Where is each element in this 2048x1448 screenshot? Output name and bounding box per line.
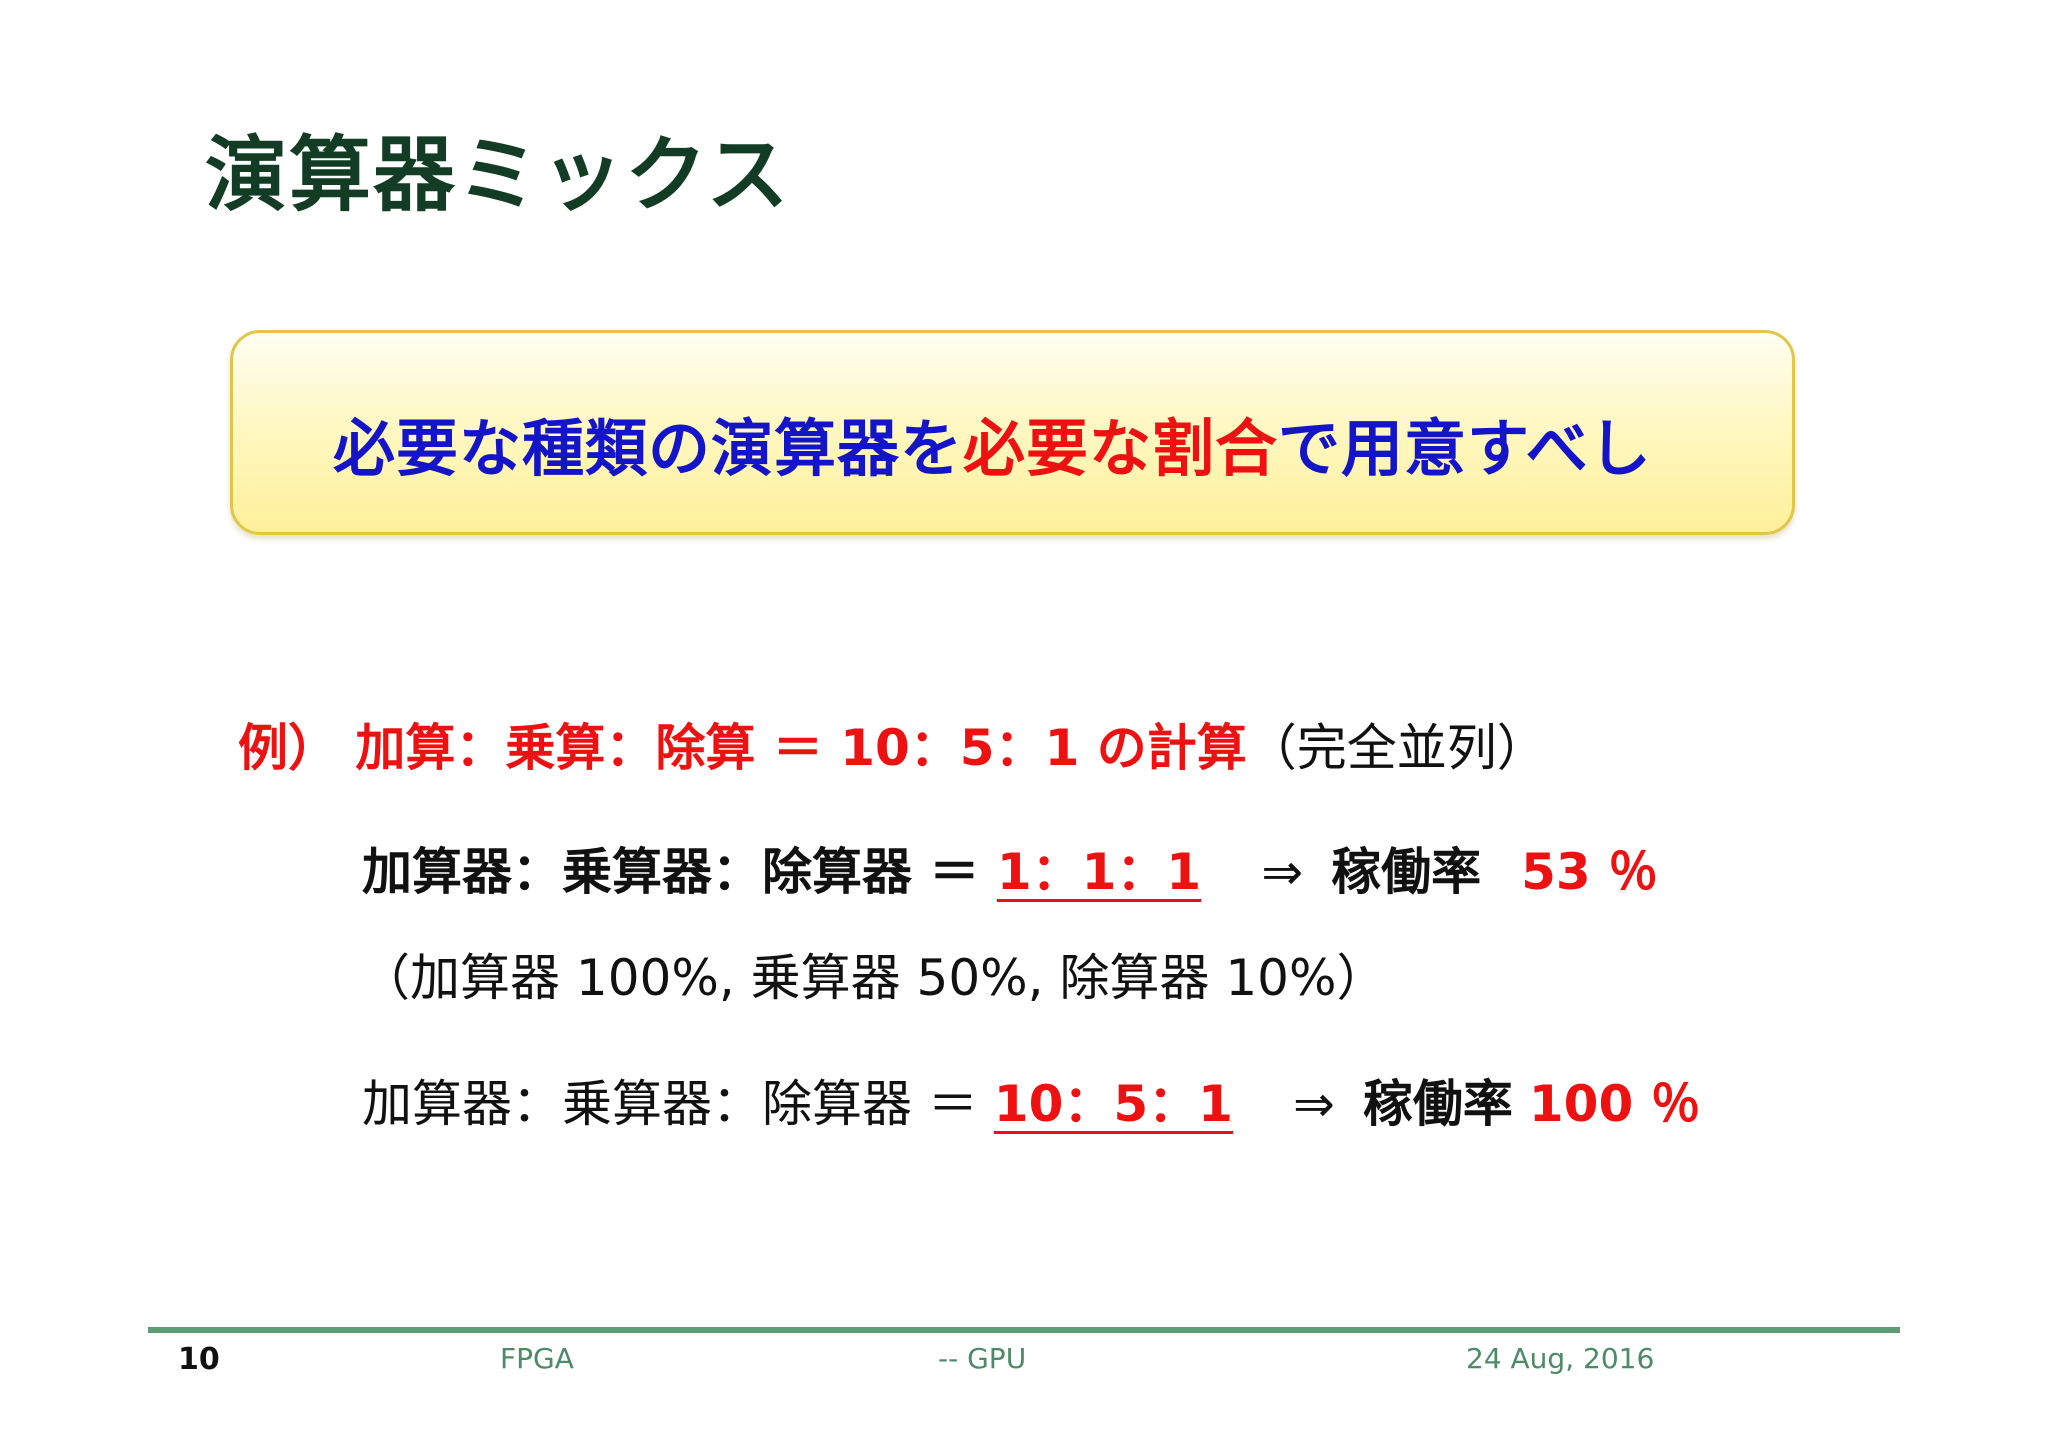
example-suffix: （完全並列） bbox=[1246, 719, 1547, 777]
config-2-rate-value: 100 ％ bbox=[1528, 1075, 1701, 1133]
config-2-rate-label: 稼働率 bbox=[1362, 1075, 1513, 1133]
config-2-label: 加算器：乗算器：除算器 ＝ bbox=[362, 1075, 994, 1133]
footer-date: 24 Aug, 2016 bbox=[1466, 1342, 1655, 1375]
arrow-icon: ⇒ bbox=[1261, 843, 1304, 901]
footer-divider bbox=[148, 1327, 1900, 1333]
callout-part-1: 必要な種類の演算器を bbox=[333, 412, 964, 485]
callout-box bbox=[230, 330, 1795, 535]
example-line: 例） 加算：乗算：除算 ＝ 10：5：1 の計算（完全並列） bbox=[238, 708, 1547, 780]
config-1-label: 加算器：乗算器：除算器 ＝ bbox=[362, 843, 997, 901]
arrow-icon: ⇒ bbox=[1292, 1075, 1335, 1133]
config-2-ratio: 10：5：1 bbox=[993, 1075, 1233, 1133]
example-prefix: 例） bbox=[238, 719, 338, 777]
config-2-line: 加算器：乗算器：除算器 ＝ 10：5：1 ⇒ 稼働率 100 ％ bbox=[362, 1064, 1701, 1136]
config-1-line: 加算器：乗算器：除算器 ＝ 1：1：1 ⇒ 稼働率 53 ％ bbox=[362, 832, 1658, 904]
config-1-rate-value: 53 ％ bbox=[1521, 843, 1659, 901]
callout-part-3: で用意すべし bbox=[1278, 412, 1652, 485]
utilization-note: （加算器 100%, 乗算器 50%, 除算器 10%） bbox=[360, 949, 1387, 1007]
callout-part-2: 必要な割合 bbox=[963, 412, 1279, 485]
footer-center-text: -- GPU bbox=[938, 1342, 1027, 1375]
config-1-rate-label: 稼働率 bbox=[1331, 843, 1482, 901]
page-number: 10 bbox=[178, 1342, 220, 1377]
config-1-ratio: 1：1：1 bbox=[996, 843, 1202, 901]
footer-left-text: FPGA bbox=[500, 1342, 574, 1375]
example-expression: 加算：乗算：除算 ＝ 10：5：1 の計算 bbox=[338, 719, 1247, 777]
callout-text: 必要な種類の演算器を必要な割合で用意すべし bbox=[333, 398, 1652, 488]
slide-title: 演算器ミックス bbox=[205, 128, 791, 223]
